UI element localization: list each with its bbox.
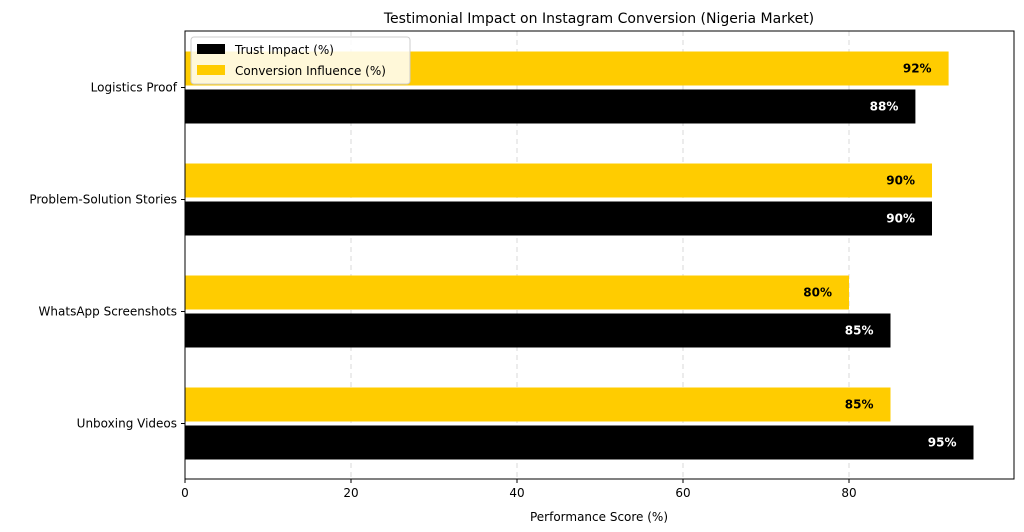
bar-value-label: 90% [886,174,915,188]
bar-conversion-influence [185,387,891,422]
legend: Trust Impact (%) Conversion Influence (%) [190,36,411,85]
y-tick-label: Unboxing Videos [77,417,177,431]
axis-ticks: 0 20 40 60 80 Unboxing Videos WhatsApp Screens… [29,81,856,501]
x-tick-label: 40 [509,486,524,500]
x-tick-label: 80 [841,486,856,500]
legend-label: Trust Impact (%) [234,43,334,57]
legend-swatch [197,44,225,54]
y-tick-label: Logistics Proof [91,81,178,95]
bar-conversion-influence [185,163,932,198]
bar-trust-impact [185,425,974,460]
x-tick-label: 60 [675,486,690,500]
x-tick-label: 20 [343,486,358,500]
bar-trust-impact [185,201,932,236]
y-tick-label: Problem-Solution Stories [29,193,177,207]
bar-value-label: 90% [886,212,915,226]
bars: 95% 85% 85% 80% 90% 90% 88% 92% [185,51,974,460]
x-axis-label: Performance Score (%) [530,510,668,524]
plot-frame [184,30,1015,480]
legend-label: Conversion Influence (%) [235,64,386,78]
bar-value-label: 95% [928,436,957,450]
bar-trust-impact [185,89,916,124]
chart-title: Testimonial Impact on Instagram Conversi… [383,11,814,27]
x-tick-label: 0 [181,486,189,500]
legend-swatch [197,65,225,75]
bar-conversion-influence [185,275,849,310]
bar-value-label: 80% [803,286,832,300]
legend-frame [190,36,411,85]
bar-value-label: 88% [870,100,899,114]
bar-trust-impact [185,313,891,348]
y-tick-label: WhatsApp Screenshots [39,305,177,319]
bar-value-label: 85% [845,324,874,338]
bar-value-label: 92% [903,62,932,76]
bar-value-label: 85% [845,398,874,412]
